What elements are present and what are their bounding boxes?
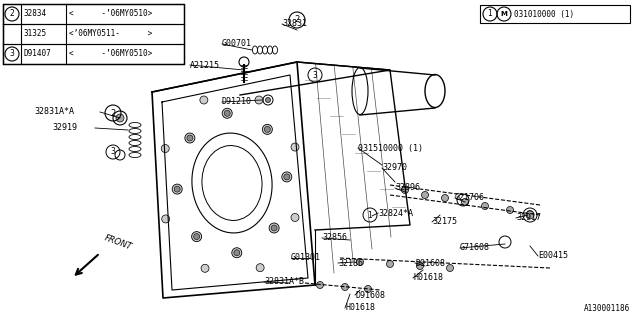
Circle shape [266,98,271,102]
Text: FRONT: FRONT [103,234,133,252]
Circle shape [185,133,195,143]
Circle shape [284,174,290,180]
Circle shape [232,248,242,258]
Text: G00701: G00701 [222,39,252,49]
Circle shape [194,234,200,240]
Circle shape [271,225,277,231]
Circle shape [442,195,449,202]
Text: D91407: D91407 [24,50,52,59]
Circle shape [317,282,323,289]
Text: 32856: 32856 [322,234,347,243]
Text: <’06MY0511-      >: <’06MY0511- > [69,29,152,38]
Text: <      -’06MY0510>: < -’06MY0510> [69,10,152,19]
Text: 3: 3 [10,50,15,59]
Bar [3,4,184,64]
Text: 32824*A: 32824*A [378,209,413,218]
Text: 3: 3 [111,148,115,156]
Circle shape [269,223,279,233]
Circle shape [162,215,170,223]
Circle shape [387,260,394,268]
Circle shape [417,262,424,269]
Circle shape [234,250,240,256]
Text: 1: 1 [488,10,492,19]
Text: 32175: 32175 [432,218,457,227]
Text: 2: 2 [10,10,14,19]
Circle shape [447,265,454,271]
Text: G71608: G71608 [460,244,490,252]
Circle shape [365,285,371,292]
Text: 32834: 32834 [24,10,47,19]
Text: 31325: 31325 [24,29,47,38]
Circle shape [116,114,124,122]
Text: D91608: D91608 [355,291,385,300]
Text: H01618: H01618 [345,303,375,313]
Text: E00415: E00415 [538,252,568,260]
Circle shape [224,110,230,116]
Text: 32970: 32970 [382,164,407,172]
Text: 32831: 32831 [282,20,307,28]
Text: G21706: G21706 [455,194,485,203]
Circle shape [161,145,169,153]
Circle shape [291,213,299,221]
Text: 32896: 32896 [395,183,420,193]
Text: M: M [500,11,508,17]
Text: G01301: G01301 [291,253,321,262]
Circle shape [461,198,468,205]
Circle shape [191,232,202,242]
Circle shape [506,206,513,213]
Text: 1: 1 [367,211,372,220]
Text: 32186: 32186 [338,259,363,268]
Circle shape [527,211,534,218]
Circle shape [282,172,292,182]
Text: 32831A*B: 32831A*B [264,277,304,286]
Text: 2: 2 [110,108,116,117]
Circle shape [222,108,232,118]
Text: <      -’06MY0510>: < -’06MY0510> [69,50,152,59]
Bar [480,5,630,23]
Circle shape [526,211,534,219]
Circle shape [174,186,180,192]
Text: A130001186: A130001186 [584,304,630,313]
Circle shape [256,264,264,272]
Circle shape [481,203,488,210]
Circle shape [422,191,429,198]
Circle shape [255,96,263,104]
Text: 031010000 (1): 031010000 (1) [514,10,574,19]
Text: D91210: D91210 [222,98,252,107]
Circle shape [187,135,193,141]
Circle shape [264,126,270,132]
Circle shape [401,187,408,194]
Text: 32919: 32919 [52,124,77,132]
Text: 031510000 (1): 031510000 (1) [358,143,423,153]
Circle shape [356,259,364,266]
Circle shape [291,143,299,151]
Circle shape [201,264,209,272]
Circle shape [342,284,349,291]
Circle shape [262,124,273,134]
Text: 3: 3 [312,70,317,79]
Text: H01618: H01618 [413,274,443,283]
Text: A21215: A21215 [190,60,220,69]
Text: 32831A*A: 32831A*A [34,108,74,116]
Text: 32917: 32917 [516,213,541,222]
Text: D91608: D91608 [415,259,445,268]
Circle shape [200,96,208,104]
Circle shape [172,184,182,194]
Text: 2: 2 [294,15,300,25]
